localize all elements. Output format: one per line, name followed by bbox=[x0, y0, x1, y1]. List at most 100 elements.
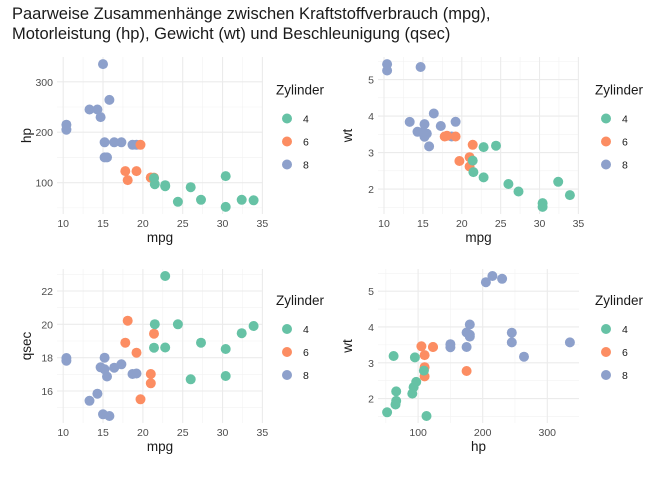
y-tick-label: 18 bbox=[41, 353, 53, 365]
data-point bbox=[99, 137, 110, 148]
data-point bbox=[172, 196, 183, 207]
data-point bbox=[503, 179, 514, 189]
data-point bbox=[480, 277, 491, 288]
data-point bbox=[428, 342, 438, 352]
data-point bbox=[99, 364, 110, 375]
data-point bbox=[391, 386, 402, 397]
data-point bbox=[149, 173, 159, 184]
data-point bbox=[467, 139, 478, 150]
data-point bbox=[160, 342, 171, 353]
panel-mpg-wt: 10 15 20 25 30 35 2 3 4 5 mpg wt Zylinder 4 6 8 bbox=[340, 57, 644, 245]
data-point bbox=[513, 186, 524, 197]
y-tick-label: 2 bbox=[368, 184, 374, 196]
data-point bbox=[149, 328, 159, 339]
data-point bbox=[428, 108, 439, 119]
data-point bbox=[109, 137, 120, 148]
y-tick-label: 3 bbox=[368, 148, 374, 160]
legend-label: 6 bbox=[622, 347, 628, 359]
data-point bbox=[424, 141, 435, 152]
data-point bbox=[98, 409, 108, 420]
x-tick-label: 10 bbox=[378, 218, 390, 230]
x-tick-label: 35 bbox=[257, 427, 269, 439]
data-point bbox=[185, 374, 196, 385]
data-point bbox=[131, 347, 142, 358]
legend-label: 6 bbox=[303, 137, 309, 149]
data-point bbox=[61, 355, 72, 366]
y-tick-label: 4 bbox=[368, 111, 374, 123]
y-tick-label: 20 bbox=[41, 319, 53, 331]
data-point bbox=[491, 140, 501, 151]
y-tick-label: 2 bbox=[368, 394, 374, 406]
panel-mpg-hp: 10 15 20 25 30 35 100 200 300 mpg hp Zylinder 4 6 8 bbox=[19, 57, 325, 245]
data-point bbox=[116, 137, 127, 148]
data-point bbox=[411, 376, 422, 387]
x-tick-label: 25 bbox=[495, 218, 507, 230]
data-point bbox=[99, 352, 110, 363]
data-point bbox=[506, 337, 517, 348]
data-point bbox=[160, 180, 171, 191]
legend-key bbox=[282, 347, 292, 357]
legend-label: 6 bbox=[622, 137, 628, 149]
data-point bbox=[382, 407, 393, 418]
x-tick-label: 10 bbox=[57, 218, 69, 230]
y-tick-label: 22 bbox=[41, 286, 53, 298]
data-point bbox=[236, 194, 247, 205]
data-point bbox=[220, 201, 231, 212]
data-point bbox=[450, 116, 461, 127]
x-tick-label: 35 bbox=[573, 218, 585, 230]
legend-key bbox=[282, 370, 292, 380]
data-point bbox=[135, 139, 146, 150]
data-point bbox=[461, 366, 472, 376]
data-point bbox=[145, 378, 156, 389]
y-tick-label: 4 bbox=[368, 322, 374, 334]
data-point bbox=[116, 359, 127, 370]
data-point bbox=[145, 369, 156, 379]
data-point bbox=[421, 411, 432, 421]
data-point bbox=[131, 166, 142, 177]
data-point bbox=[196, 337, 206, 348]
data-point bbox=[388, 351, 399, 361]
x-tick-label: 20 bbox=[137, 427, 149, 439]
legend-title: Zylinder bbox=[595, 83, 644, 98]
y-tick-label: 3 bbox=[368, 358, 374, 370]
x-tick-label: 35 bbox=[257, 218, 269, 230]
y-tick-label: 100 bbox=[35, 178, 53, 190]
legend-label: 4 bbox=[303, 114, 309, 126]
x-tick-label: 15 bbox=[97, 218, 109, 230]
data-point bbox=[553, 176, 564, 187]
data-point bbox=[564, 190, 575, 201]
data-point bbox=[98, 59, 108, 70]
data-point bbox=[92, 104, 103, 115]
data-point bbox=[435, 121, 446, 131]
figure-title: Paarweise Zusammenhänge zwischen Kraftst… bbox=[12, 5, 491, 43]
legend-label: 4 bbox=[622, 324, 628, 336]
legend-label: 4 bbox=[622, 114, 628, 126]
legend-label: 4 bbox=[303, 324, 309, 336]
data-point bbox=[220, 344, 231, 354]
data-point bbox=[450, 131, 461, 142]
x-axis-label: hp bbox=[471, 439, 486, 454]
x-tick-label: 25 bbox=[177, 218, 189, 230]
x-tick-label: 200 bbox=[474, 427, 492, 439]
data-point bbox=[418, 365, 429, 376]
data-point bbox=[417, 126, 428, 137]
legend-title: Zylinder bbox=[276, 293, 325, 308]
x-tick-label: 30 bbox=[217, 427, 229, 439]
x-tick-label: 30 bbox=[534, 218, 546, 230]
data-point bbox=[519, 351, 529, 362]
x-tick-label: 25 bbox=[177, 427, 189, 439]
data-point bbox=[99, 152, 110, 163]
data-point bbox=[236, 328, 247, 339]
data-point bbox=[61, 119, 72, 130]
panel-mpg-qsec: 10 15 20 25 30 35 16 18 20 22 mpg qsec Zylinder 4 6 8 bbox=[19, 269, 325, 454]
data-point bbox=[506, 327, 517, 338]
data-point bbox=[404, 116, 415, 127]
data-point bbox=[196, 194, 206, 205]
x-tick-label: 20 bbox=[137, 218, 149, 230]
x-tick-label: 100 bbox=[409, 427, 427, 439]
legend-label: 8 bbox=[622, 160, 628, 172]
legend-title: Zylinder bbox=[595, 293, 644, 308]
y-tick-label: 5 bbox=[368, 75, 374, 87]
